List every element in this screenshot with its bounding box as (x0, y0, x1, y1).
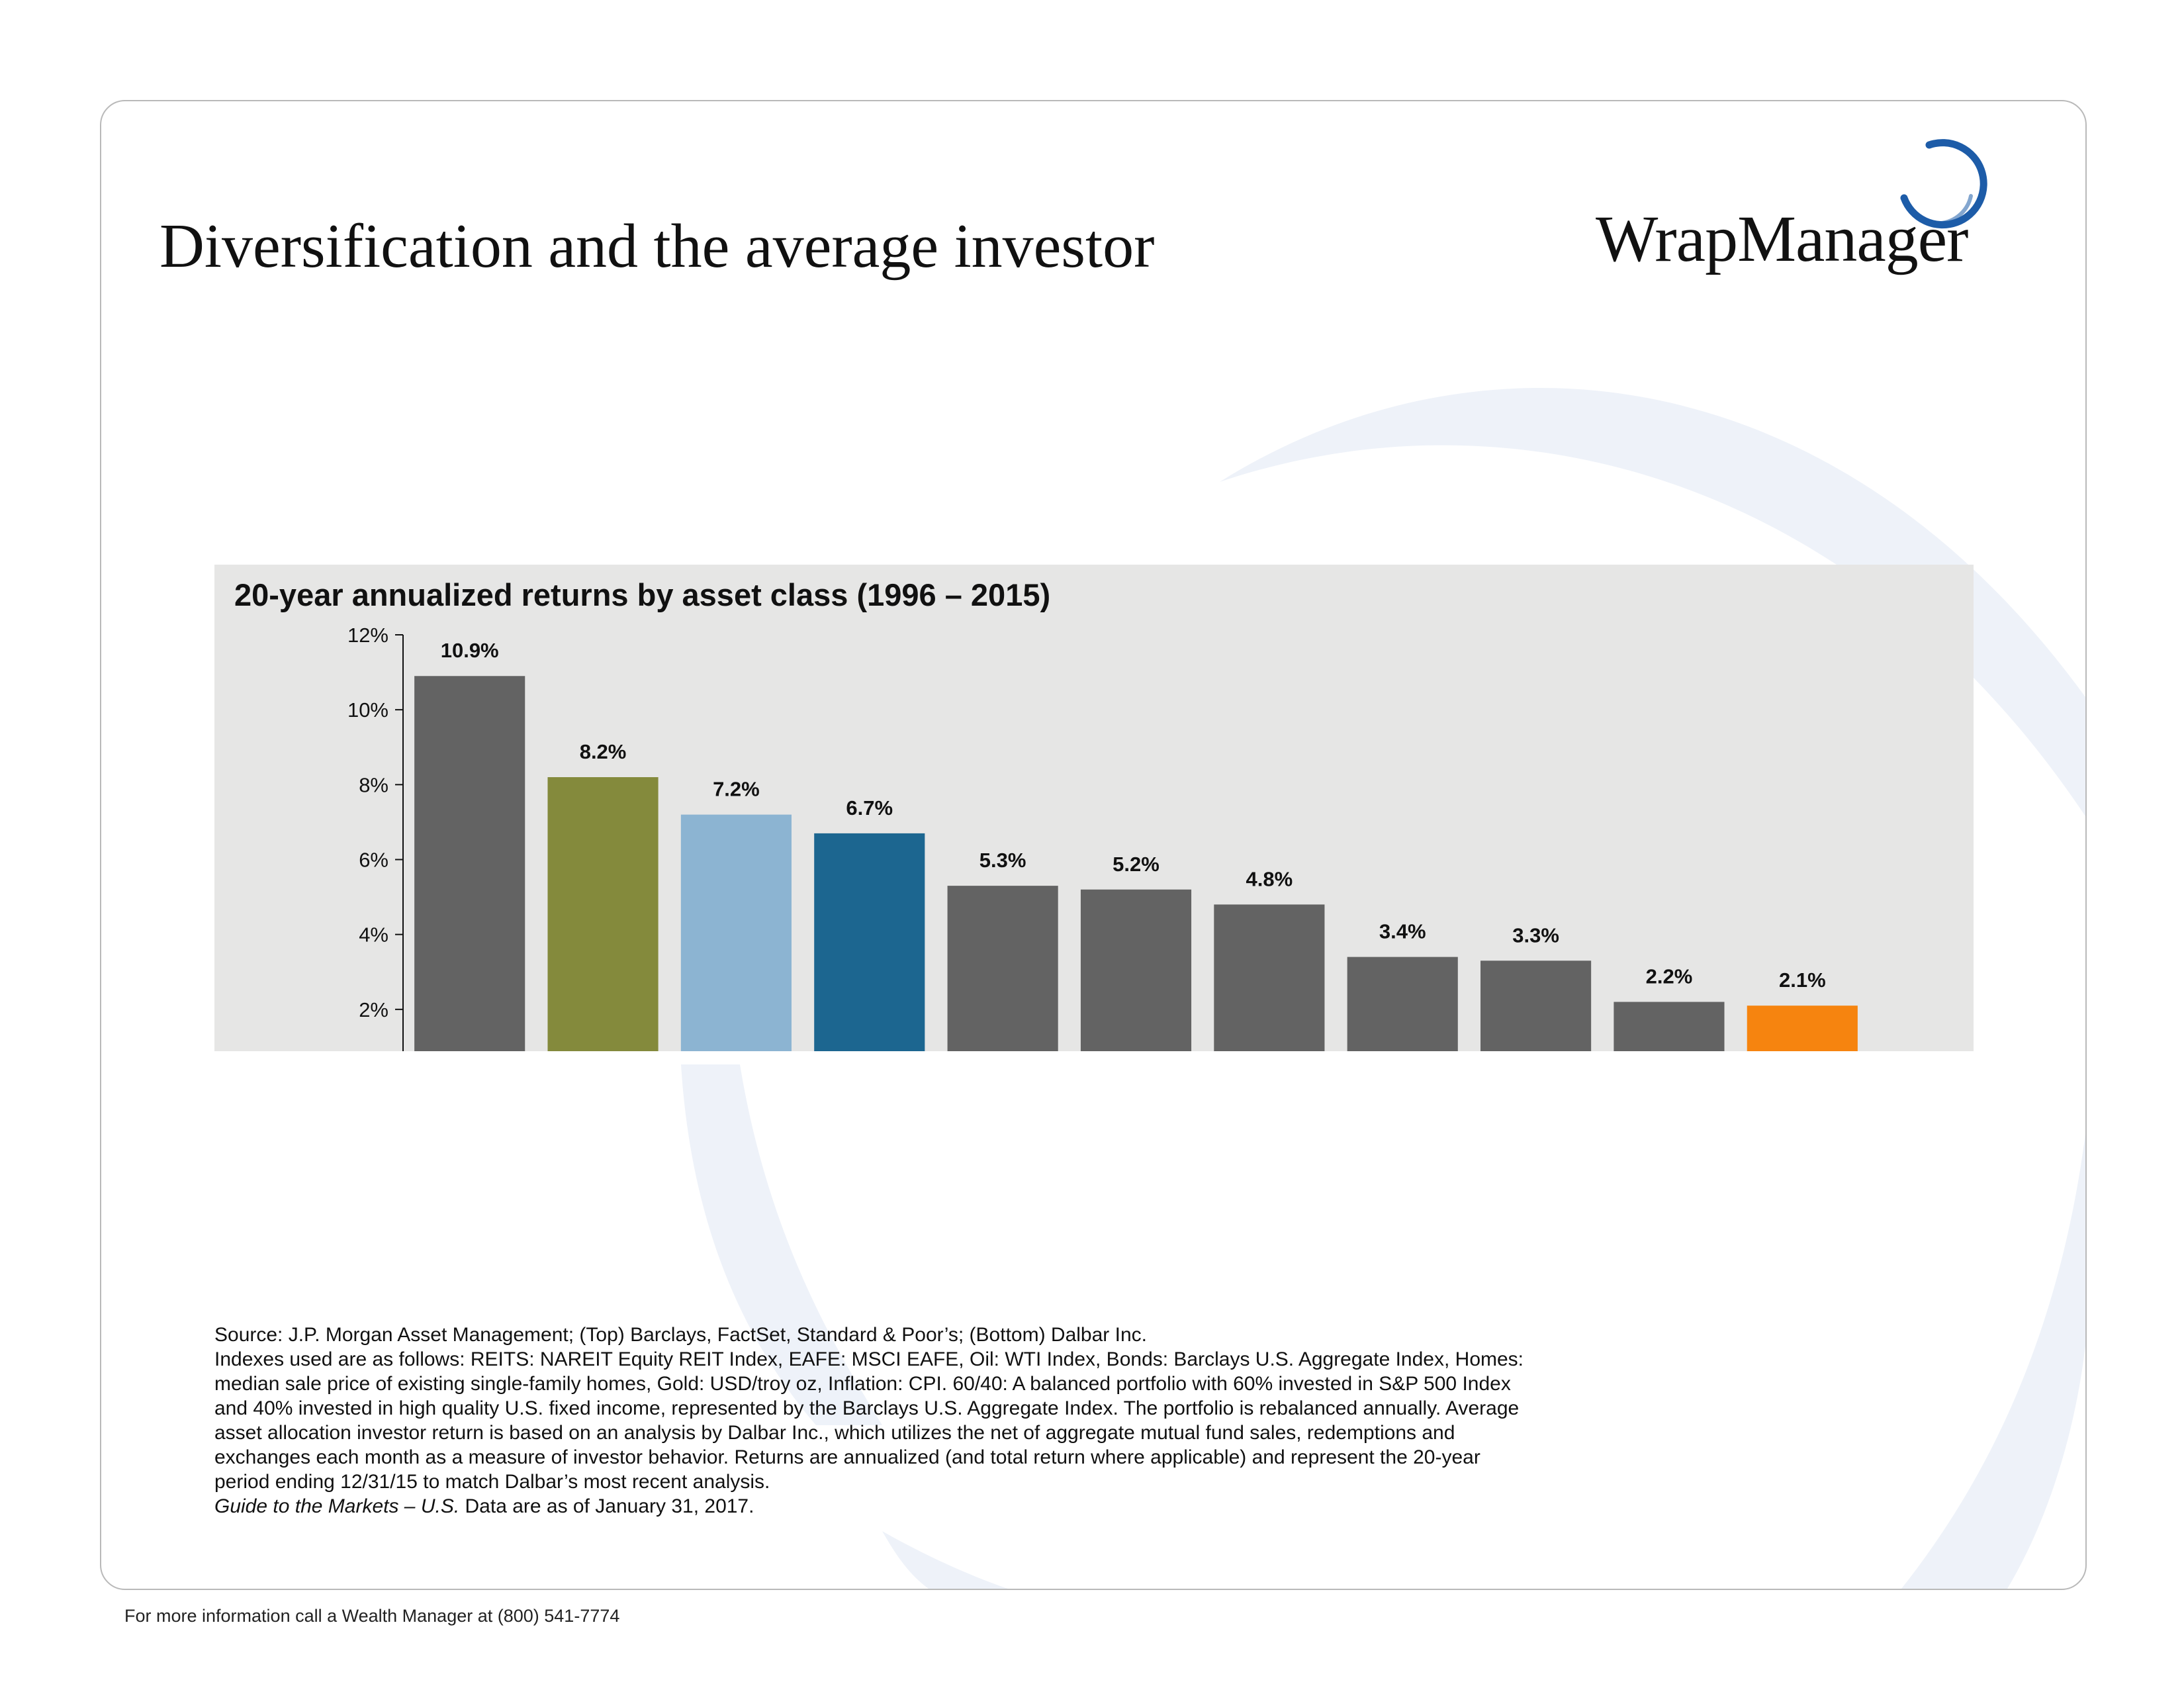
y-tick-label: 8% (359, 773, 388, 796)
source-line: and 40% invested in high quality U.S. fi… (214, 1397, 1520, 1419)
y-tick-label: 12% (347, 624, 388, 647)
source-notes: Source: J.P. Morgan Asset Management; (T… (214, 1323, 1816, 1519)
data-label: 4.8% (1246, 867, 1293, 890)
bar (1080, 889, 1192, 1051)
data-label: 7.2% (713, 778, 760, 801)
y-tick-label: 10% (347, 698, 388, 722)
bar (947, 886, 1058, 1051)
chart-panel: 20-year annualized returns by asset clas… (214, 565, 1974, 1051)
source-line: median sale price of existing single-fam… (214, 1373, 1511, 1395)
bar (1747, 1006, 1858, 1051)
data-label: 2.1% (1779, 968, 1826, 992)
bar (547, 777, 659, 1051)
source-line: Source: J.P. Morgan Asset Management; (T… (214, 1324, 1147, 1346)
bar-chart: 0%2%4%6%8%10%12%10.9%REITs8.2%S&P 5007.2… (347, 624, 1858, 1051)
chart-title: 20-year annualized returns by asset clas… (234, 577, 1051, 612)
source-line: exchanges each month as a measure of inv… (214, 1446, 1480, 1468)
bar (1614, 1002, 1725, 1051)
swoosh-arc-bottom (882, 1531, 1008, 1589)
data-label: 10.9% (441, 639, 499, 662)
background-swoosh (681, 388, 2085, 1589)
data-label: 3.4% (1379, 920, 1426, 943)
source-date: Data are as of January 31, 2017. (459, 1495, 754, 1517)
y-tick-label: 6% (359, 849, 388, 872)
source-line: Indexes used are as follows: REITS: NARE… (214, 1348, 1524, 1370)
swoosh-arc-left (681, 1064, 882, 1425)
data-label: 6.7% (846, 796, 893, 820)
bar (414, 676, 525, 1051)
data-label: 5.3% (979, 849, 1026, 872)
data-label: 2.2% (1646, 965, 1693, 988)
page-title: Diversification and the average investor (159, 212, 1155, 281)
bar (1214, 904, 1325, 1051)
data-label: 5.2% (1113, 853, 1160, 876)
source-guide-title: Guide to the Markets – U.S. (214, 1495, 460, 1517)
bar (1347, 957, 1458, 1051)
source-date-line: Guide to the Markets – U.S. Data are as … (214, 1494, 1816, 1519)
slide-frame: Diversification and the average investor… (100, 100, 2087, 1590)
bar (814, 833, 925, 1051)
data-label: 8.2% (580, 740, 627, 763)
y-tick-label: 2% (359, 998, 388, 1021)
data-label: 3.3% (1512, 923, 1559, 947)
wrapmanager-logo: WrapManager (1596, 202, 1968, 275)
source-line: period ending 12/31/15 to match Dalbar’s… (214, 1471, 770, 1493)
source-line: asset allocation investor return is base… (214, 1422, 1455, 1444)
swirl-logo-icon (1900, 139, 1987, 229)
swoosh-arc-right (1901, 1134, 2085, 1589)
bar (1480, 961, 1592, 1051)
bar (680, 814, 792, 1051)
y-tick-label: 4% (359, 923, 388, 947)
swoosh-arc-upper (1220, 388, 2085, 816)
footer-contact: For more information call a Wealth Manag… (124, 1606, 620, 1626)
